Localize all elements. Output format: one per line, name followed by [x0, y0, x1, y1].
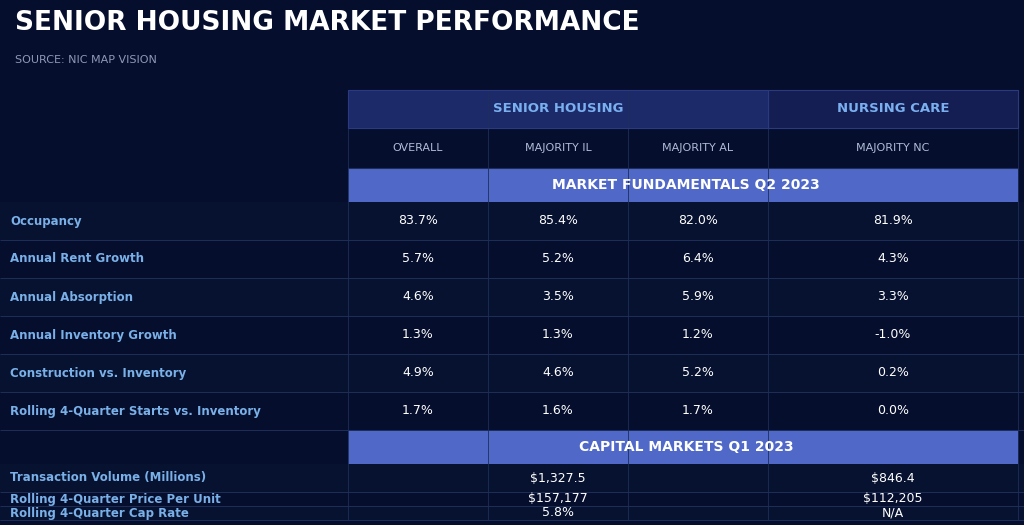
Text: OVERALL: OVERALL — [393, 143, 443, 153]
Bar — [348, 90, 768, 128]
Text: 3.3%: 3.3% — [878, 290, 909, 303]
Text: $157,177: $157,177 — [528, 492, 588, 506]
Bar — [768, 90, 1018, 128]
Text: 5.7%: 5.7% — [402, 253, 434, 266]
Text: CAPITAL MARKETS Q1 2023: CAPITAL MARKETS Q1 2023 — [579, 440, 794, 454]
Text: Transaction Volume (Millions): Transaction Volume (Millions) — [10, 471, 206, 485]
Text: 1.3%: 1.3% — [542, 329, 573, 341]
Text: N/A: N/A — [882, 507, 904, 520]
Text: 1.2%: 1.2% — [682, 329, 714, 341]
Text: Construction vs. Inventory: Construction vs. Inventory — [10, 366, 186, 380]
Text: 0.0%: 0.0% — [877, 404, 909, 417]
Text: Rolling 4-Quarter Cap Rate: Rolling 4-Quarter Cap Rate — [10, 507, 188, 520]
Bar — [768, 90, 1018, 128]
Bar — [348, 168, 1018, 202]
Bar — [0, 278, 1024, 316]
Bar — [0, 464, 1024, 492]
Bar — [0, 316, 1024, 354]
Text: 85.4%: 85.4% — [538, 215, 578, 227]
Text: 5.8%: 5.8% — [542, 507, 574, 520]
Text: 5.2%: 5.2% — [682, 366, 714, 380]
Text: $112,205: $112,205 — [863, 492, 923, 506]
Text: 5.2%: 5.2% — [542, 253, 573, 266]
Text: SOURCE: NIC MAP VISION: SOURCE: NIC MAP VISION — [15, 55, 157, 65]
Text: Occupancy: Occupancy — [10, 215, 82, 227]
Text: 6.4%: 6.4% — [682, 253, 714, 266]
Text: Annual Rent Growth: Annual Rent Growth — [10, 253, 144, 266]
Text: MAJORITY IL: MAJORITY IL — [524, 143, 592, 153]
Bar — [0, 202, 1024, 240]
Text: MARKET FUNDAMENTALS Q2 2023: MARKET FUNDAMENTALS Q2 2023 — [552, 178, 820, 192]
Text: SENIOR HOUSING MARKET PERFORMANCE: SENIOR HOUSING MARKET PERFORMANCE — [15, 10, 640, 36]
Bar — [0, 240, 1024, 278]
Bar — [0, 354, 1024, 392]
Bar — [0, 506, 1024, 520]
Text: 4.9%: 4.9% — [402, 366, 434, 380]
Text: $846.4: $846.4 — [871, 471, 914, 485]
Text: 4.6%: 4.6% — [402, 290, 434, 303]
Text: SENIOR HOUSING: SENIOR HOUSING — [493, 102, 624, 116]
Text: 4.3%: 4.3% — [878, 253, 909, 266]
Text: 1.7%: 1.7% — [402, 404, 434, 417]
Text: 83.7%: 83.7% — [398, 215, 438, 227]
Text: MAJORITY AL: MAJORITY AL — [663, 143, 733, 153]
Text: 5.9%: 5.9% — [682, 290, 714, 303]
Text: Rolling 4-Quarter Price Per Unit: Rolling 4-Quarter Price Per Unit — [10, 492, 221, 506]
Text: NURSING CARE: NURSING CARE — [837, 102, 949, 116]
Text: 1.7%: 1.7% — [682, 404, 714, 417]
Text: 4.6%: 4.6% — [542, 366, 573, 380]
Text: -1.0%: -1.0% — [874, 329, 911, 341]
Text: Annual Absorption: Annual Absorption — [10, 290, 133, 303]
Bar — [348, 90, 768, 128]
Text: 0.2%: 0.2% — [878, 366, 909, 380]
Bar — [0, 392, 1024, 430]
Text: 82.0%: 82.0% — [678, 215, 718, 227]
Text: 1.3%: 1.3% — [402, 329, 434, 341]
Text: Annual Inventory Growth: Annual Inventory Growth — [10, 329, 177, 341]
Text: Rolling 4-Quarter Starts vs. Inventory: Rolling 4-Quarter Starts vs. Inventory — [10, 404, 261, 417]
Text: MAJORITY NC: MAJORITY NC — [856, 143, 930, 153]
Bar — [348, 430, 1018, 464]
Text: $1,327.5: $1,327.5 — [530, 471, 586, 485]
Text: 81.9%: 81.9% — [873, 215, 912, 227]
Bar — [0, 492, 1024, 506]
Text: 1.6%: 1.6% — [542, 404, 573, 417]
Text: 3.5%: 3.5% — [542, 290, 573, 303]
